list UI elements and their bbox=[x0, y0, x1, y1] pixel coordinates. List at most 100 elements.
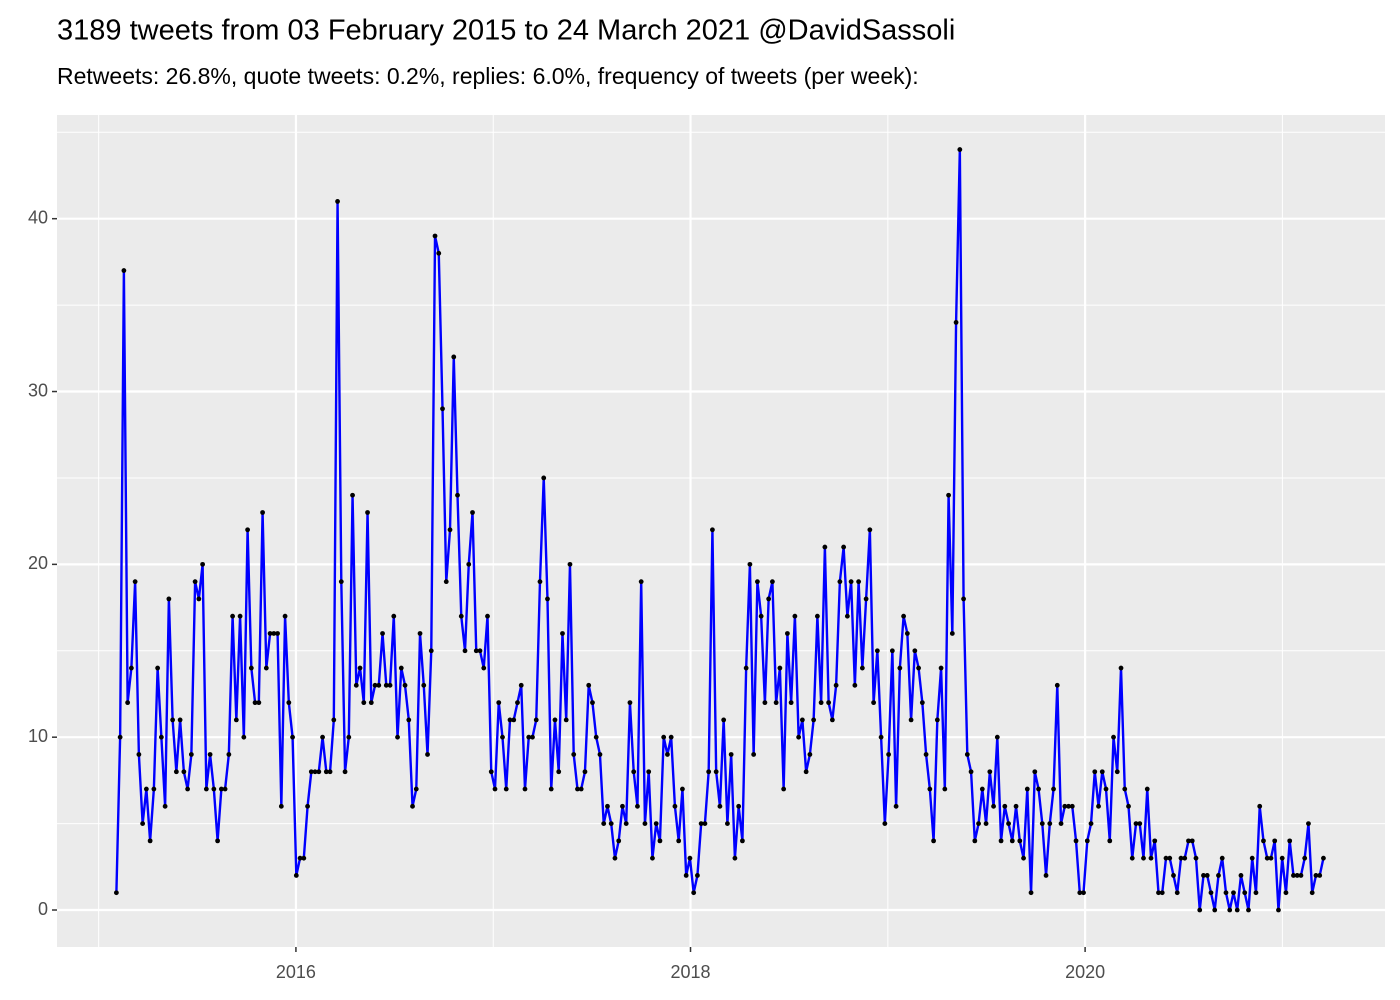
data-point bbox=[575, 786, 580, 792]
data-point bbox=[117, 734, 123, 740]
data-point bbox=[455, 492, 460, 498]
data-point bbox=[245, 527, 250, 533]
data-point bbox=[1261, 838, 1266, 844]
data-point bbox=[769, 579, 775, 585]
data-point bbox=[511, 717, 517, 723]
data-point bbox=[949, 631, 955, 636]
data-point bbox=[492, 786, 498, 792]
data-point bbox=[230, 613, 235, 619]
data-point bbox=[755, 579, 760, 585]
data-point bbox=[1092, 769, 1098, 775]
data-point bbox=[1156, 890, 1161, 896]
data-point bbox=[833, 682, 839, 688]
data-point bbox=[1081, 890, 1086, 896]
data-point bbox=[383, 682, 389, 688]
data-point bbox=[1084, 838, 1090, 844]
data-point bbox=[1193, 855, 1199, 861]
data-point bbox=[237, 613, 243, 619]
data-point bbox=[961, 596, 966, 602]
data-point bbox=[1126, 803, 1131, 809]
data-point bbox=[725, 821, 730, 826]
data-point bbox=[608, 821, 614, 826]
data-point bbox=[901, 613, 906, 619]
data-point bbox=[177, 717, 183, 723]
data-point bbox=[1039, 821, 1045, 826]
data-point bbox=[346, 734, 352, 740]
data-point bbox=[290, 734, 295, 740]
data-point bbox=[758, 613, 764, 619]
data-point bbox=[425, 752, 430, 757]
data-point bbox=[113, 890, 119, 896]
data-point bbox=[1279, 855, 1285, 861]
data-point bbox=[1118, 665, 1124, 671]
data-point bbox=[848, 579, 854, 585]
data-point bbox=[571, 752, 577, 757]
data-point bbox=[387, 682, 393, 688]
data-point bbox=[271, 631, 277, 636]
data-point bbox=[1174, 890, 1180, 896]
y-tick-label: 30 bbox=[28, 380, 48, 400]
data-point bbox=[766, 596, 772, 602]
data-point bbox=[605, 803, 610, 809]
x-tick-label: 2018 bbox=[670, 962, 710, 982]
data-point bbox=[908, 717, 914, 723]
data-point bbox=[1186, 838, 1191, 844]
data-point bbox=[308, 769, 314, 775]
chart-title: 3189 tweets from 03 February 2015 to 24 … bbox=[57, 15, 955, 47]
data-point bbox=[796, 734, 802, 740]
data-point bbox=[567, 561, 573, 567]
data-point bbox=[1201, 873, 1206, 878]
data-point bbox=[327, 769, 333, 775]
data-point bbox=[1141, 855, 1146, 861]
data-point bbox=[1137, 821, 1143, 826]
data-point bbox=[1028, 890, 1034, 896]
data-point bbox=[740, 838, 745, 844]
data-point bbox=[807, 752, 813, 757]
data-point bbox=[856, 579, 862, 585]
data-point bbox=[597, 752, 603, 757]
data-point bbox=[275, 631, 280, 636]
data-point bbox=[222, 786, 228, 792]
data-point bbox=[207, 752, 213, 757]
data-point bbox=[792, 613, 798, 619]
data-point bbox=[1148, 855, 1154, 861]
data-point bbox=[1073, 838, 1079, 844]
data-point bbox=[380, 631, 385, 636]
data-point bbox=[125, 700, 131, 706]
data-point bbox=[545, 596, 550, 602]
data-point bbox=[788, 700, 794, 706]
data-point bbox=[826, 700, 832, 706]
data-point bbox=[957, 147, 963, 152]
data-point bbox=[837, 579, 843, 585]
data-point bbox=[612, 855, 618, 861]
data-point bbox=[522, 786, 528, 792]
data-point bbox=[181, 769, 187, 775]
data-point bbox=[979, 786, 985, 792]
data-point bbox=[1066, 803, 1071, 809]
data-point bbox=[560, 631, 565, 636]
data-point bbox=[623, 821, 629, 826]
data-point bbox=[192, 579, 198, 585]
data-point bbox=[1051, 786, 1056, 792]
data-point bbox=[938, 665, 944, 671]
data-point bbox=[1002, 803, 1008, 809]
data-point bbox=[710, 527, 715, 533]
data-point bbox=[897, 665, 903, 671]
data-point bbox=[1036, 786, 1041, 792]
data-point bbox=[717, 803, 723, 809]
data-point bbox=[1272, 838, 1278, 844]
data-point bbox=[365, 510, 370, 515]
data-point bbox=[537, 579, 543, 585]
data-point bbox=[676, 838, 682, 844]
data-point bbox=[282, 613, 288, 619]
data-point bbox=[1152, 838, 1158, 844]
data-point bbox=[391, 613, 397, 619]
data-point bbox=[683, 873, 689, 878]
data-point bbox=[263, 665, 269, 671]
data-point bbox=[1133, 821, 1139, 826]
data-point bbox=[447, 527, 453, 533]
data-point bbox=[368, 700, 374, 706]
data-point bbox=[211, 786, 217, 792]
data-point bbox=[252, 700, 258, 706]
